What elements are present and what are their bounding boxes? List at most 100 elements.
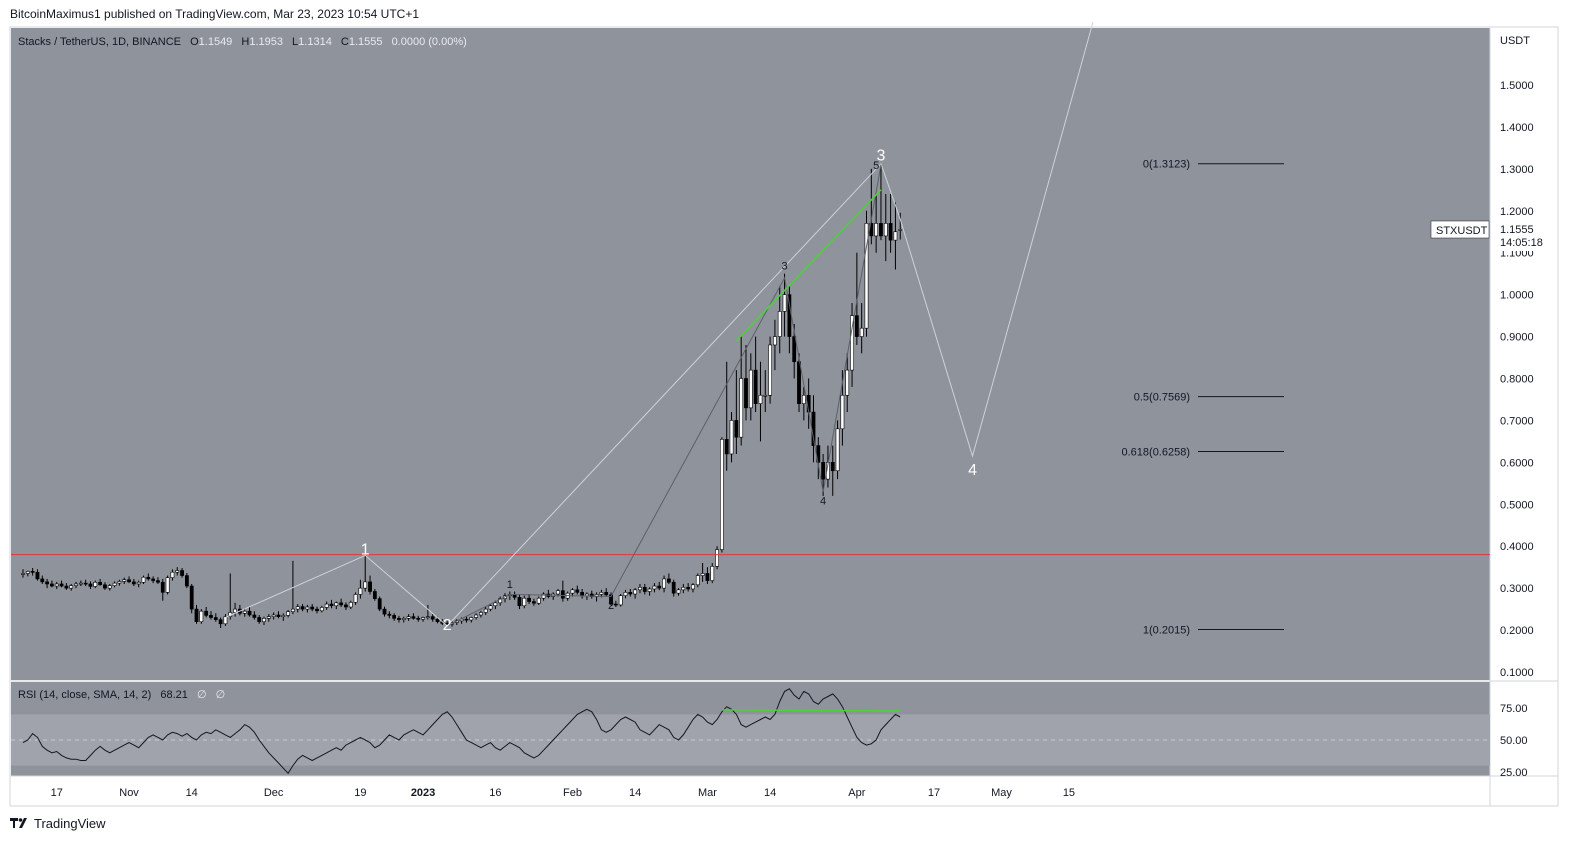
candle-body-up — [165, 577, 170, 593]
candle-body-up — [874, 223, 879, 237]
candle-body-up — [556, 590, 560, 595]
candle — [662, 575, 666, 593]
candle-body-up — [74, 583, 78, 586]
candle — [777, 286, 782, 354]
candle-body-up — [334, 602, 339, 607]
candle-body-down — [797, 361, 801, 404]
candle-body-down — [416, 618, 421, 620]
candle-body-down — [888, 223, 893, 241]
candle — [194, 604, 199, 624]
time-tick-label: 19 — [354, 787, 366, 799]
candle-body-down — [315, 608, 319, 612]
candle-body-up — [69, 585, 74, 589]
candle-body-up — [782, 294, 787, 312]
candle-body-down — [392, 615, 397, 619]
candle-body-up — [242, 610, 247, 614]
candle-body-up — [271, 614, 276, 617]
candle-body-up — [541, 593, 546, 599]
candle — [604, 588, 609, 597]
symbol-title[interactable]: Stacks / TetherUS, 1D, BINANCE — [18, 36, 181, 48]
candle — [638, 583, 642, 594]
candle — [262, 616, 266, 626]
candle-body-up — [21, 573, 25, 575]
candle-body-up — [136, 581, 141, 585]
candle-body-down — [156, 580, 160, 583]
candle-body-up — [266, 616, 271, 619]
candle — [30, 568, 35, 576]
candle — [488, 604, 493, 612]
candle — [213, 613, 218, 622]
candle-body-up — [883, 223, 888, 237]
candle-body-up — [676, 589, 681, 594]
tradingview-logo-icon — [10, 816, 30, 831]
candle — [883, 194, 888, 262]
price-tick-label: 0.4000 — [1500, 541, 1534, 553]
candle-body-down — [372, 591, 377, 599]
candle-body-down — [397, 618, 401, 620]
candle — [724, 361, 729, 471]
price-tick-label: 1.4000 — [1500, 122, 1534, 134]
candle — [35, 569, 40, 581]
wave-projection-path[interactable] — [225, 21, 1094, 627]
candle — [315, 606, 319, 614]
candle-body-down — [642, 587, 647, 592]
subwave-label: 5 — [873, 160, 879, 172]
candle — [734, 370, 739, 454]
candle-body-up — [488, 605, 493, 610]
subwave-path[interactable] — [446, 164, 882, 627]
candle-body-down — [213, 617, 218, 620]
rsi-tick-label: 25.00 — [1500, 767, 1528, 779]
candle — [363, 555, 368, 592]
price-tick-label: 0.5000 — [1500, 499, 1534, 511]
candle — [247, 607, 252, 617]
candle-body-down — [532, 601, 536, 604]
candle — [117, 579, 122, 586]
candle — [859, 303, 864, 354]
candle — [782, 273, 787, 337]
low-value: 1.1314 — [298, 36, 332, 48]
candle-body-down — [64, 585, 69, 589]
footer-brand[interactable]: TradingView — [10, 816, 106, 831]
candle-body-up — [483, 608, 488, 613]
candle-body-up — [768, 344, 773, 396]
candle-body-down — [464, 618, 469, 621]
candle-body-down — [276, 614, 281, 617]
candle-body-up — [763, 394, 768, 397]
high-value: 1.1953 — [249, 36, 283, 48]
candle — [835, 420, 840, 480]
candle-body-down — [218, 619, 223, 625]
candlestick-series — [21, 163, 903, 628]
candle-body-down — [339, 602, 344, 606]
candle — [898, 212, 903, 240]
candle — [151, 576, 156, 584]
candle — [748, 353, 753, 421]
candle — [719, 437, 724, 553]
candle-body-down — [98, 581, 103, 586]
candle-body-down — [257, 617, 262, 622]
candle-body-up — [141, 576, 146, 583]
candle-body-up — [305, 606, 310, 610]
candle — [613, 600, 618, 608]
candle — [319, 605, 324, 613]
candle — [141, 575, 146, 584]
candle — [421, 616, 425, 622]
candle-body-down — [209, 615, 213, 618]
candle-body-up — [893, 231, 898, 241]
candle — [570, 588, 575, 597]
candle-body-down — [189, 585, 194, 610]
candle — [209, 611, 213, 620]
candle — [64, 583, 69, 590]
candle-body-up — [291, 608, 295, 612]
candle-countdown: 14:05:18 — [1500, 237, 1543, 249]
candle-body-up — [647, 588, 652, 592]
candle-body-up — [638, 587, 642, 591]
candle — [69, 583, 74, 591]
candle-body-down — [329, 603, 334, 607]
rsi-title[interactable]: RSI (14, close, SMA, 14, 2) — [18, 689, 151, 701]
candle-body-up — [401, 618, 406, 620]
candle-body-up — [859, 327, 864, 337]
candle-body-down — [560, 590, 565, 599]
candle-body-down — [377, 598, 382, 610]
candle — [575, 585, 580, 595]
candle — [329, 599, 334, 609]
